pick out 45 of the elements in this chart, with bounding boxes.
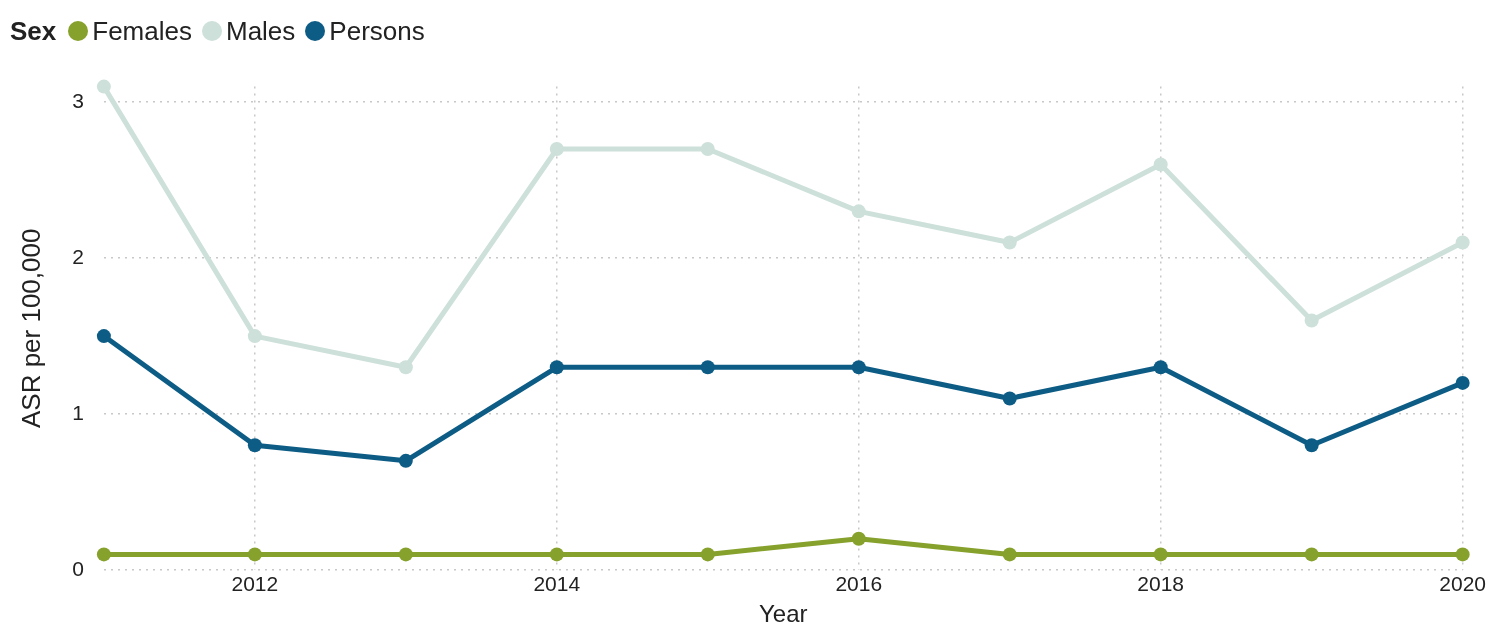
point (247, 329, 262, 344)
point (1304, 438, 1319, 453)
point (700, 547, 715, 562)
point (1153, 157, 1168, 172)
y-axis-title: ASR per 100,000 (15, 228, 46, 429)
point (1304, 313, 1319, 328)
point (96, 79, 111, 94)
legend-label: Males (225, 15, 296, 47)
y-tick-label: 2 (72, 244, 84, 268)
point (549, 547, 564, 562)
point (1002, 391, 1017, 406)
point (549, 360, 564, 375)
point (1002, 235, 1017, 250)
point (96, 547, 111, 562)
point (247, 547, 262, 562)
point (700, 360, 715, 375)
point (549, 141, 564, 156)
y-tick-label: 3 (72, 88, 84, 112)
point (1153, 360, 1168, 375)
x-tick-label: 2014 (533, 572, 581, 596)
point (1002, 547, 1017, 562)
legend-label: Females (92, 15, 192, 47)
y-tick-label: 1 (72, 400, 84, 424)
point (96, 329, 111, 344)
point (398, 453, 413, 468)
x-axis-title: Year (759, 600, 808, 628)
point (247, 438, 262, 453)
point (1455, 547, 1470, 562)
x-tick-label: 2018 (1137, 572, 1185, 596)
point (1455, 375, 1470, 390)
x-tick-label: 2016 (835, 572, 883, 596)
point (700, 141, 715, 156)
legend-label: Persons (329, 15, 425, 47)
y-tick-label: 0 (72, 556, 84, 580)
point (1455, 235, 1470, 250)
x-tick-label: 2012 (231, 572, 279, 596)
point (851, 204, 866, 219)
point (398, 360, 413, 375)
point (851, 531, 866, 546)
x-tick-label: 2020 (1439, 572, 1486, 596)
point (851, 360, 866, 375)
point (1304, 547, 1319, 562)
legend-title: Sex (10, 15, 57, 47)
point (398, 547, 413, 562)
point (1153, 547, 1168, 562)
